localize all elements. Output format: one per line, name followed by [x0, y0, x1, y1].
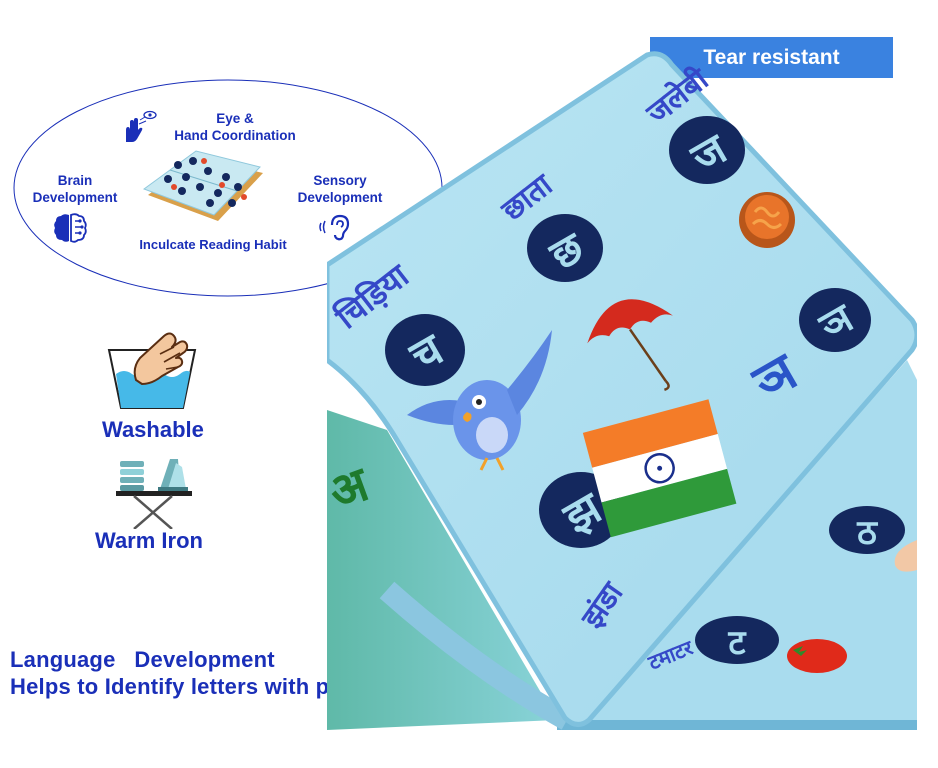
eye-hand-line2: Hand Coordination — [174, 128, 296, 143]
letter-disc-ta: ट — [695, 616, 779, 664]
lower-right-page — [587, 360, 917, 730]
hand-icon — [126, 118, 143, 142]
brain-line2: Development — [32, 190, 118, 205]
eye-hand-icon — [126, 110, 157, 142]
eye-icon — [143, 110, 157, 120]
brain-icon — [54, 213, 87, 243]
brain-development-label: Brain Development — [20, 172, 130, 206]
eye-hand-line1: Eye & — [216, 111, 254, 126]
left-page — [327, 410, 557, 730]
language-development-label: Language Development — [10, 647, 275, 672]
finger-detail — [894, 540, 917, 572]
book-thumbnail — [142, 150, 263, 221]
warm-iron-label: Warm Iron — [95, 528, 203, 553]
bird-picture — [407, 330, 552, 471]
iron-icon — [116, 459, 192, 529]
sensory-development-label: Sensory Development — [285, 172, 395, 206]
eye-hand-coordination-label: Eye & Hand Coordination — [150, 110, 320, 144]
sensory-line2: Development — [297, 190, 383, 205]
letter-disc-cha: च — [385, 314, 465, 386]
umbrella-picture — [587, 299, 673, 392]
tear-resistant-badge: Tear resistant — [650, 37, 893, 78]
letter-disc-nya: ञ — [799, 288, 871, 352]
cloth-book-photo: जलेबी छाता चिड़िया झंडा टमाटर ज छ च ञ ञ … — [327, 51, 917, 730]
letter-disc-ja: ज — [669, 116, 745, 184]
tomato-picture — [787, 639, 847, 673]
sensory-line1: Sensory — [313, 173, 367, 188]
ear-icon — [319, 214, 350, 241]
washable-label: Washable — [102, 417, 204, 442]
letter-disc-tha: ठ — [829, 506, 905, 554]
jalebi-picture — [739, 192, 795, 248]
svg-text:ठ: ठ — [856, 513, 878, 553]
washing-hand-icon — [107, 332, 197, 409]
reading-habit-label: Inculcate Reading Habit — [139, 237, 287, 252]
letter-disc-chha: छ — [527, 214, 603, 282]
svg-text:ट: ट — [727, 623, 747, 663]
india-flag-picture — [582, 399, 737, 538]
brain-line1: Brain — [57, 173, 93, 188]
